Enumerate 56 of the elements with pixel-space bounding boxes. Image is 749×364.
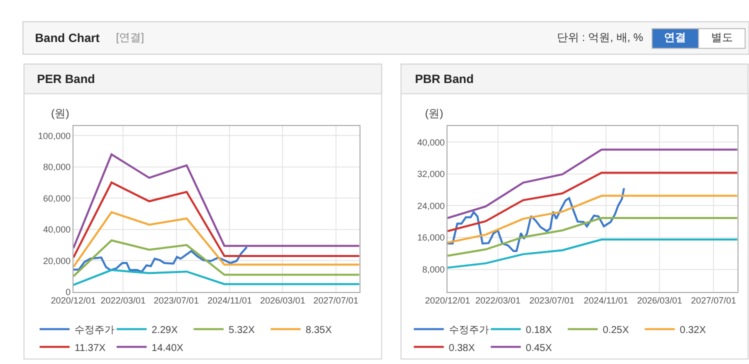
- chart-title: PBR Band: [415, 72, 474, 86]
- text: [연결]: [116, 32, 144, 44]
- y-tick-label: 16,000: [417, 232, 445, 243]
- line-series: [73, 246, 248, 273]
- x-tick-label: 2022/03/01: [100, 296, 146, 306]
- legend-label: 2.29X: [152, 325, 178, 336]
- y-axis-title: (원): [425, 108, 444, 120]
- legend-label: 수정주가: [448, 325, 489, 336]
- text: 별도: [711, 32, 733, 44]
- x-tick-label: 2023/07/01: [154, 296, 199, 306]
- line-series: [448, 238, 738, 269]
- y-tick-label: 0: [66, 287, 71, 298]
- legend-label: 0.45X: [526, 342, 552, 354]
- legend-label: 0.18X: [526, 325, 552, 336]
- y-tick-label: 24,000: [417, 200, 445, 211]
- x-tick-label: 2024/11/01: [208, 296, 252, 306]
- y-axis-title: (원): [51, 108, 70, 120]
- x-tick-label: 2027/07/01: [313, 296, 358, 306]
- y-tick-label: 32,000: [417, 169, 445, 180]
- legend-label: 0.25X: [602, 325, 630, 336]
- x-tick-label: 2024/11/01: [584, 296, 628, 306]
- legend-label: 14.40X: [152, 342, 184, 354]
- line-series: [448, 194, 738, 244]
- chart-title: PER Band: [37, 72, 96, 86]
- legend-label: 11.37X: [74, 342, 106, 354]
- y-tick-label: 80,000: [43, 162, 71, 172]
- y-tick-label: 8,000: [422, 264, 445, 274]
- line-series: [73, 211, 360, 268]
- legend-label: 0.32X: [680, 325, 706, 336]
- line-series: [448, 217, 738, 257]
- y-tick-label: 20,000: [43, 256, 71, 266]
- line-series: [73, 153, 360, 250]
- y-tick-label: 40,000: [43, 224, 71, 235]
- text: 연결: [664, 32, 686, 44]
- x-tick-label: 2023/07/01: [529, 296, 574, 306]
- y-tick-label: 60,000: [43, 193, 71, 204]
- line-series: [448, 148, 738, 220]
- x-tick-label: 2026/03/01: [260, 296, 306, 306]
- x-tick-label: 2022/03/01: [475, 296, 520, 306]
- text: Band Chart: [35, 31, 100, 45]
- legend-label: 수정주가: [74, 325, 115, 336]
- line-series: [73, 239, 360, 278]
- line-series: [448, 172, 738, 232]
- x-tick-label: 2020/12/01: [425, 296, 470, 306]
- legend-label: 0.38X: [448, 342, 476, 354]
- x-tick-label: 2020/12/01: [50, 296, 96, 306]
- y-tick-label: 40,000: [417, 137, 445, 148]
- line-series: [73, 269, 360, 286]
- line-series: [448, 187, 626, 252]
- y-tick-label: 100,000: [38, 130, 71, 141]
- legend-label: 8.35X: [306, 325, 332, 336]
- x-tick-label: 2027/07/01: [691, 296, 736, 306]
- line-series: [73, 182, 360, 259]
- x-tick-label: 2026/03/01: [637, 296, 682, 306]
- text: 단위 : 억원, 배, %: [557, 32, 644, 44]
- legend-label: 5.32X: [228, 325, 256, 336]
